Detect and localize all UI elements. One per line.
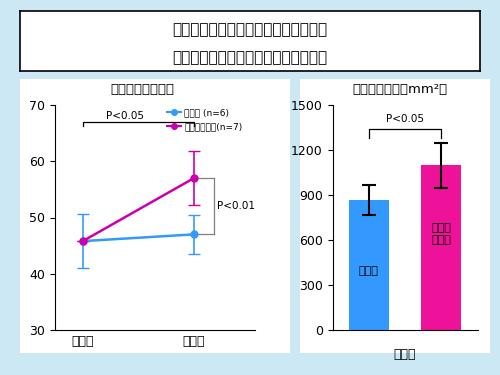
Legend: 対照群 (n=6), 超音波治療群(n=7): 対照群 (n=6), 超音波治療群(n=7) bbox=[164, 105, 246, 135]
Text: 毛細血管密度（mm²）: 毛細血管密度（mm²） bbox=[352, 82, 448, 96]
Text: 超音波治療はブタ慢性虚血心において: 超音波治療はブタ慢性虚血心において bbox=[172, 22, 328, 37]
Text: P<0.01: P<0.01 bbox=[217, 201, 255, 211]
Text: 対照群: 対照群 bbox=[359, 266, 378, 276]
Text: 治療後: 治療後 bbox=[394, 348, 416, 361]
Bar bbox=[349, 200, 389, 330]
Text: 左室駆出率（％）: 左室駆出率（％） bbox=[110, 82, 174, 96]
Text: P<0.05: P<0.05 bbox=[106, 111, 144, 121]
Text: 血管新生を促進し、心機能を改善した: 血管新生を促進し、心機能を改善した bbox=[172, 51, 328, 66]
Bar bbox=[422, 165, 461, 330]
Text: P<0.05: P<0.05 bbox=[386, 114, 424, 125]
Text: 超音波
治療群: 超音波 治療群 bbox=[432, 224, 451, 245]
